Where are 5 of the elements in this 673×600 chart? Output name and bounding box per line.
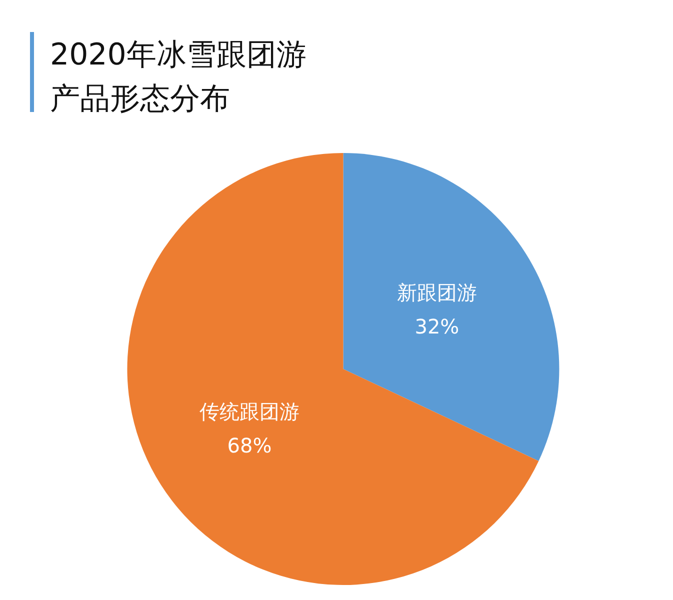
slice-label: 传统跟团游 <box>200 399 300 424</box>
slice-label: 新跟团游 <box>396 280 477 305</box>
chart-title: 2020年冰雪跟团游产品形态分布 <box>50 38 306 116</box>
data-label: 32% <box>414 314 460 339</box>
data-label: 68% <box>227 433 272 458</box>
